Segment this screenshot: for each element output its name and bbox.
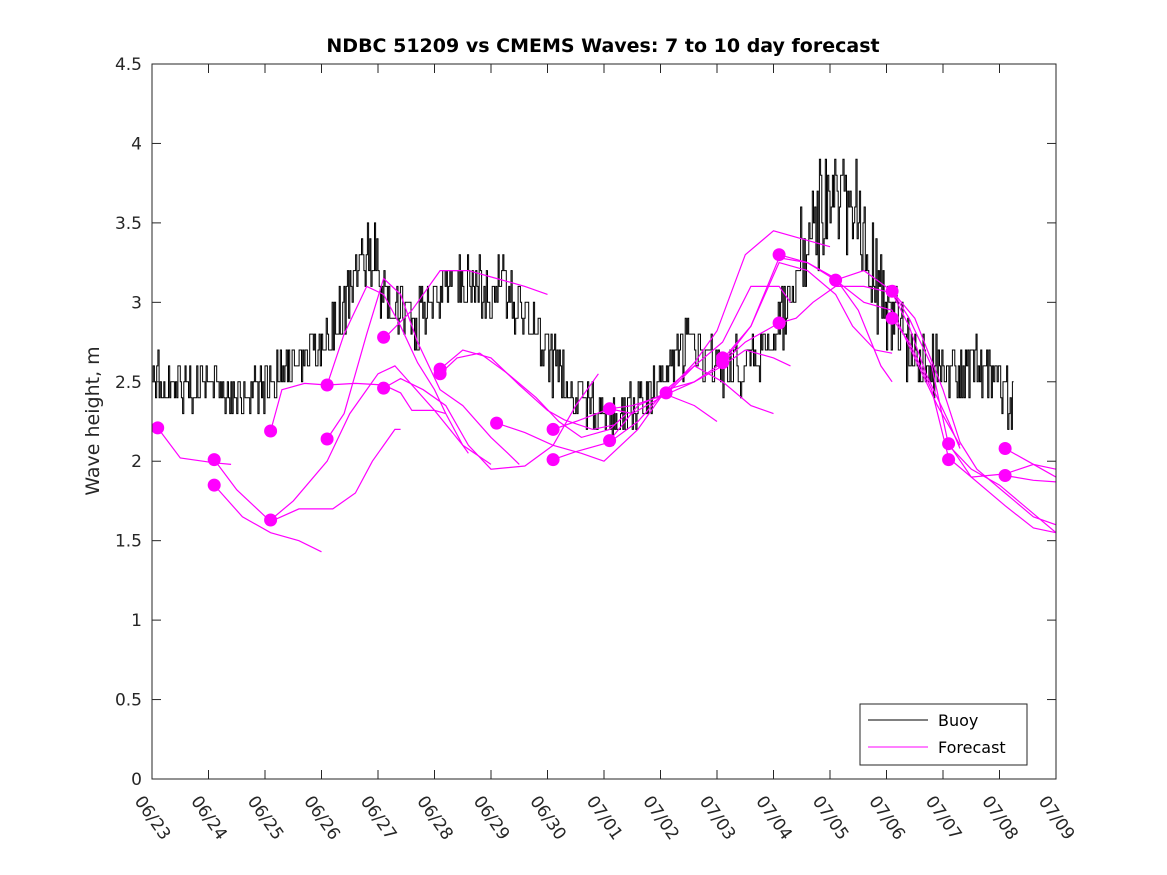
forecast-line-9 bbox=[439, 352, 628, 439]
forecast-line-17 bbox=[722, 261, 893, 360]
plot-area bbox=[152, 158, 1056, 553]
forecast-line-22 bbox=[891, 317, 1056, 478]
forecast-line-21 bbox=[891, 290, 1056, 534]
forecast-marker-5 bbox=[320, 378, 334, 392]
forecast-marker-25 bbox=[942, 453, 956, 467]
forecast-line-1 bbox=[213, 484, 322, 553]
forecast-line-11 bbox=[496, 365, 774, 462]
forecast-marker-14 bbox=[603, 402, 617, 416]
forecast-marker-12 bbox=[546, 422, 560, 436]
y-tick-label: 0 bbox=[131, 770, 142, 790]
y-tick-label: 3 bbox=[131, 293, 142, 313]
forecast-marker-7 bbox=[377, 330, 391, 344]
forecast-marker-6 bbox=[320, 432, 334, 446]
y-tick-label: 0.5 bbox=[115, 691, 142, 711]
y-tick-label: 1.5 bbox=[115, 532, 142, 552]
y-tick-label: 2.5 bbox=[115, 373, 142, 393]
forecast-marker-4 bbox=[264, 513, 278, 527]
forecast-line-20 bbox=[835, 269, 1056, 526]
y-tick-label: 3.5 bbox=[115, 214, 142, 234]
forecast-marker-2 bbox=[207, 478, 221, 492]
legend-forecast-label: Forecast bbox=[938, 738, 1006, 757]
legend-buoy-label: Buoy bbox=[938, 711, 978, 730]
forecast-marker-15 bbox=[603, 434, 617, 448]
forecast-line-25 bbox=[1004, 447, 1056, 478]
forecast-marker-26 bbox=[998, 442, 1012, 455]
y-tick-label: 4.5 bbox=[115, 55, 142, 75]
forecast-line-23 bbox=[948, 443, 1056, 534]
forecast-marker-11 bbox=[490, 416, 504, 430]
forecast-line-0 bbox=[157, 427, 232, 465]
forecast-marker-18 bbox=[716, 356, 730, 370]
chart-title: NDBC 51209 vs CMEMS Waves: 7 to 10 day f… bbox=[326, 35, 879, 57]
legend-box bbox=[859, 703, 1028, 766]
forecast-marker-3 bbox=[264, 424, 278, 438]
forecast-line-10 bbox=[439, 349, 616, 431]
legend: Buoy Forecast bbox=[859, 703, 1028, 766]
forecast-marker-16 bbox=[659, 386, 673, 400]
forecast-marker-13 bbox=[546, 453, 560, 467]
buoy-series-line bbox=[152, 158, 1014, 446]
forecast-marker-21 bbox=[829, 273, 843, 287]
forecast-line-12 bbox=[552, 349, 791, 461]
forecast-line-8 bbox=[383, 270, 548, 340]
forecast-line-24 bbox=[1004, 474, 1056, 483]
y-tick-label: 2 bbox=[131, 452, 142, 472]
forecast-line-13 bbox=[552, 285, 791, 430]
y-tick-label: 4 bbox=[131, 134, 142, 154]
forecast-marker-23 bbox=[885, 311, 899, 325]
forecast-marker-1 bbox=[207, 453, 221, 467]
forecast-marker-24 bbox=[942, 437, 956, 451]
y-tick-label: 1 bbox=[131, 611, 142, 631]
forecast-line-2 bbox=[213, 428, 401, 523]
forecast-line-15 bbox=[609, 230, 831, 441]
forecast-marker-10 bbox=[433, 367, 447, 381]
forecast-line-6 bbox=[326, 285, 469, 454]
forecast-marker-19 bbox=[772, 248, 786, 262]
forecast-marker-27 bbox=[998, 469, 1012, 482]
forecast-marker-8 bbox=[377, 381, 391, 395]
forecast-marker-22 bbox=[885, 284, 899, 298]
forecast-line-5 bbox=[326, 277, 520, 465]
forecast-marker-0 bbox=[152, 421, 165, 435]
forecast-line-3 bbox=[270, 365, 492, 521]
y-axis-label: Wave height, m bbox=[82, 346, 104, 495]
forecast-marker-20 bbox=[772, 316, 786, 330]
forecast-line-16 bbox=[665, 257, 893, 396]
forecast-line-4 bbox=[270, 382, 446, 432]
